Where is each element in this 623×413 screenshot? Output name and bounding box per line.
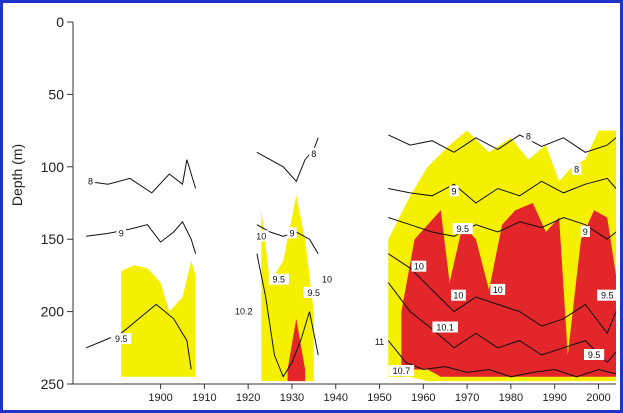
axes-layer: 0 50 100 150 200 250 1900 1910 1920 1930 1940 1950 1…	[9, 14, 616, 404]
contour-label: 10.7	[393, 366, 411, 376]
contour-label-bg	[231, 305, 257, 317]
x-tick-label: 1970	[455, 392, 479, 404]
contour-label-bg	[451, 289, 466, 301]
x-tick-label: 1950	[367, 392, 391, 404]
contour-line-8-1	[86, 159, 197, 194]
x-tick-label: 1930	[280, 392, 304, 404]
contour-line-8-7	[388, 134, 617, 153]
y-tick-label: 50	[48, 86, 64, 102]
contour-label: 8	[88, 176, 93, 186]
contour-label: 10.2	[235, 307, 253, 317]
contour-label-bg	[319, 273, 335, 285]
y-tick-label: 100	[41, 159, 65, 175]
contour-label-bg	[116, 227, 126, 239]
contour-label: 10	[256, 231, 266, 241]
contour-label-bg	[490, 283, 506, 295]
contour-line-9.5-3	[85, 303, 192, 370]
contour-label: 9	[289, 228, 294, 238]
contour-label-bg	[580, 226, 590, 237]
contour-label-bg	[452, 223, 473, 235]
x-tick-label: 1910	[192, 392, 216, 404]
contour-label: 10	[453, 291, 463, 301]
x-tick-label: 1980	[499, 392, 523, 404]
red-region-1	[287, 318, 306, 382]
x-tick-label: 1960	[411, 392, 435, 404]
contour-label-bg	[432, 321, 458, 333]
contour-label-bg	[372, 336, 387, 347]
y-tick-label: 200	[41, 304, 65, 320]
contour-label: 9.5	[588, 350, 601, 360]
y-tick-label: 150	[41, 231, 65, 247]
x-tick-label: 1920	[236, 392, 260, 404]
contour-label: 9	[451, 186, 456, 196]
contour-label-bg	[111, 333, 132, 345]
contour-label-bg	[411, 260, 427, 272]
y-tick-label: 250	[41, 376, 65, 392]
contour-label: 9	[583, 227, 588, 237]
yellow-region-2	[261, 195, 314, 382]
fill-layer	[121, 130, 616, 382]
contour-label-bg	[268, 273, 289, 285]
contour-line-9-8	[388, 177, 617, 204]
x-tick-label: 1900	[148, 392, 172, 404]
contour-label: 10	[322, 275, 332, 285]
contour-label: 10	[493, 285, 503, 295]
contour-label: 9.5	[308, 288, 321, 298]
contour-label: 9.5	[115, 334, 128, 344]
contour-line-10-10	[388, 253, 617, 335]
contour-label: 9.5	[601, 291, 614, 301]
contour-label-bg	[597, 289, 618, 301]
x-tick-label: 2000	[586, 392, 610, 404]
contour-label: 9.5	[456, 224, 469, 234]
contour-label: 9	[119, 228, 124, 238]
contour-label-bg	[449, 185, 459, 197]
contour-label-bg	[388, 365, 415, 376]
contour-label: 8	[311, 149, 316, 159]
contour-label-bg	[584, 349, 605, 360]
yellow-region-1	[121, 260, 196, 377]
y-tick-label: 0	[56, 14, 64, 30]
contour-label: 10.1	[436, 323, 454, 333]
contour-line-10.7-12	[387, 340, 617, 378]
contour-label-bg	[309, 147, 319, 159]
contour-label-bg	[287, 227, 297, 239]
contour-label: 9.5	[273, 275, 286, 285]
contour-label: 10	[414, 262, 424, 272]
contour-label: 8	[526, 131, 531, 141]
contour-label: 8	[574, 165, 579, 175]
contour-label-bg	[253, 230, 269, 242]
red-region-2	[401, 203, 616, 377]
y-axis-label: Depth (m)	[9, 144, 25, 206]
contour-label: 11	[375, 337, 384, 347]
x-tick-label: 1990	[542, 392, 566, 404]
contour-label-bg	[85, 175, 96, 187]
contour-line-10-6	[256, 253, 319, 378]
contour-label-bg	[303, 286, 324, 298]
contour-line-9-2	[86, 220, 197, 254]
x-tick-label: 1940	[323, 392, 347, 404]
contour-label-bg	[571, 163, 582, 175]
contour-line-10.1-11	[387, 282, 617, 364]
contour-label-bg	[523, 130, 534, 142]
